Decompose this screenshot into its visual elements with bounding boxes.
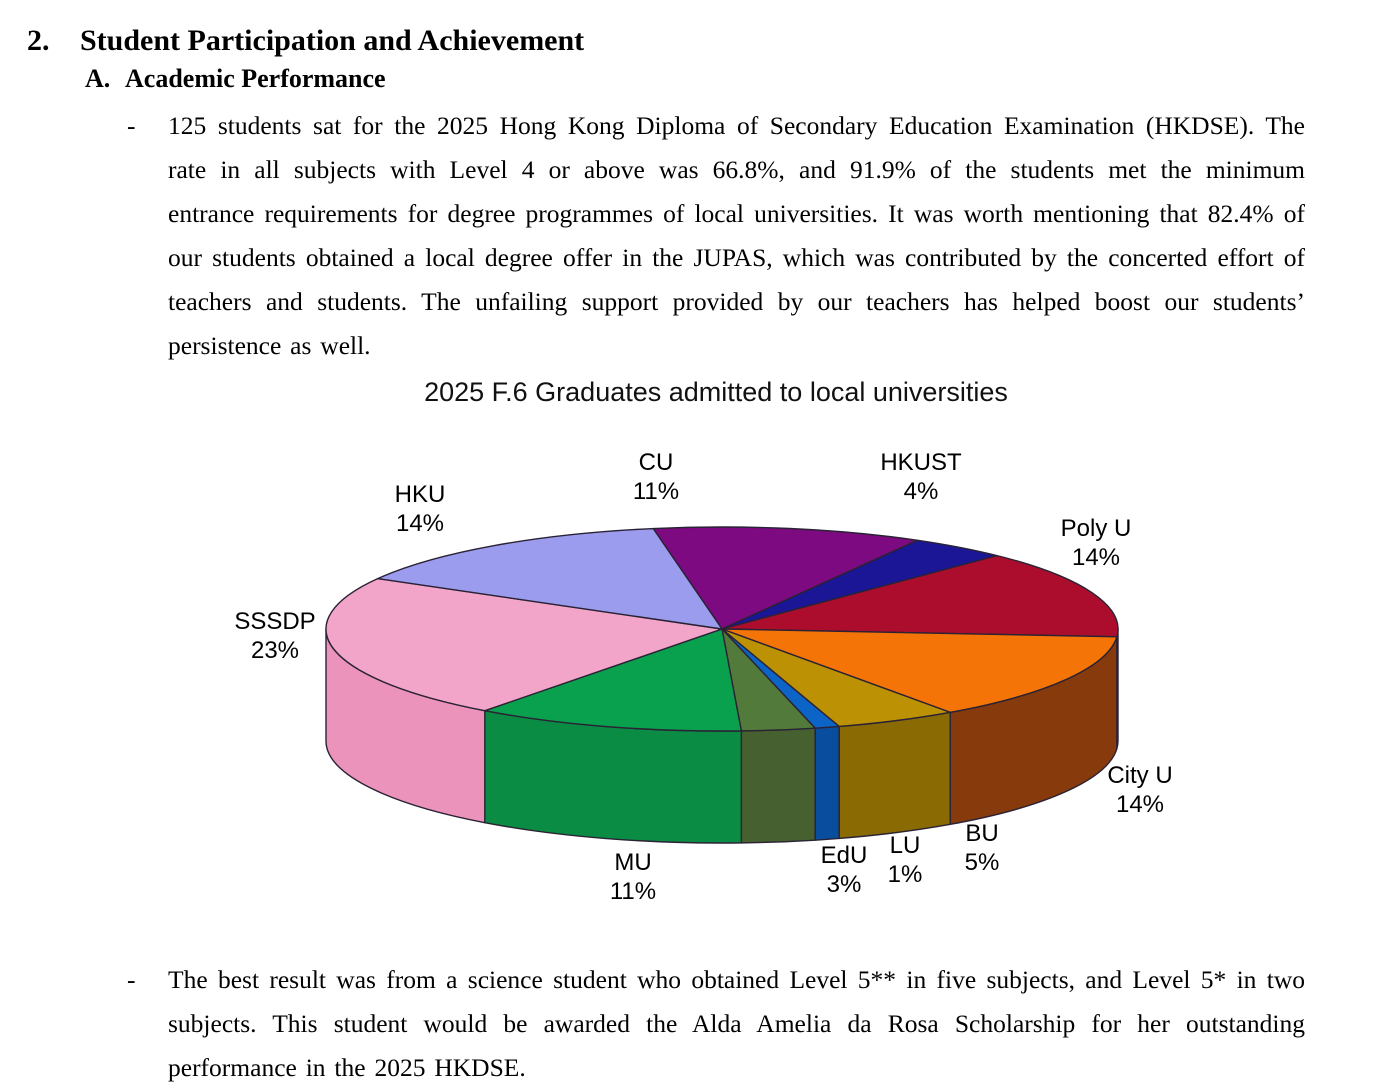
pie-label-edu: EdU 3% [821, 841, 868, 899]
pie-label-name: BU [965, 820, 999, 847]
pie-label-percent: 11% [632, 478, 680, 505]
pie-label-city-u: City U 14% [1107, 761, 1172, 819]
pie-label-percent: 14% [395, 510, 445, 537]
section-heading: 2. Student Participation and Achievement [0, 22, 1390, 60]
bullet-best-result-text: The best result was from a science stude… [168, 965, 1305, 1082]
pie-label-mu: MU 11% [610, 848, 656, 906]
pie-label-name: Poly U [1060, 515, 1132, 542]
pie-slice-mu [484, 628, 743, 732]
pie-label-percent: 23% [250, 637, 300, 664]
pie-svg [325, 526, 1119, 844]
pie-slice-side-lu [814, 725, 840, 841]
bullet-dash: - [127, 111, 136, 140]
pie-label-percent: 1% [887, 861, 923, 888]
pie-label-percent: 3% [826, 871, 862, 898]
pie-label-poly-u: Poly U 14% [1061, 514, 1132, 572]
pie-tops [325, 526, 1119, 732]
pie-slice-city-u [721, 628, 1118, 714]
pie-label-percent: 14% [1071, 544, 1121, 571]
pie-label-name: MU [614, 849, 652, 876]
section-title: Student Participation and Achievement [80, 24, 585, 57]
bullet-academic-performance: - 125 students sat for the 2025 Hong Kon… [0, 104, 1390, 368]
pie-slice-side-bu [838, 711, 951, 840]
pie-label-name: City U [1107, 762, 1173, 789]
bullet-academic-text: 125 students sat for the 2025 Hong Kong … [168, 111, 1305, 360]
subsection-title: Academic Performance [125, 64, 386, 93]
pie-label-percent: 11% [609, 878, 657, 905]
subsection-heading: A. Academic Performance [0, 62, 1390, 96]
bullet-dash: - [127, 965, 136, 994]
pie-label-hkust: HKUST 4% [880, 448, 961, 506]
pie-label-name: CU [638, 449, 674, 476]
pie-slice-cu [652, 526, 919, 630]
pie-slice-sssdp [325, 577, 723, 712]
bullet-best-result: - The best result was from a science stu… [0, 958, 1390, 1086]
pie-label-percent: 14% [1115, 791, 1165, 818]
pie-slice-poly-u [721, 554, 1119, 638]
pie-label-sssdp: SSSDP 23% [234, 607, 315, 665]
pie-slice-hku [376, 527, 723, 630]
pie-label-hku: HKU 14% [395, 480, 446, 538]
pie-label-name: EdU [820, 842, 868, 869]
pie-label-cu: CU 11% [633, 448, 679, 506]
section-number: 2. [27, 24, 50, 57]
pie-label-percent: 5% [964, 849, 1000, 876]
pie-label-name: SSSDP [234, 608, 316, 635]
pie-slice-side-edu [740, 727, 816, 844]
pie-label-name: LU [889, 832, 921, 859]
pie-label-name: HKUST [880, 449, 962, 476]
pie-label-name: HKU [394, 481, 446, 508]
chart-title: 2025 F.6 Graduates admitted to local uni… [424, 377, 1008, 407]
pie-label-percent: 4% [903, 478, 939, 505]
subsection-letter: A. [85, 64, 111, 93]
pie-label-lu: LU 1% [888, 831, 923, 889]
pie-chart-figure: 2025 F.6 Graduates admitted to local uni… [0, 374, 1390, 950]
pie-label-bu: BU 5% [965, 819, 1000, 877]
